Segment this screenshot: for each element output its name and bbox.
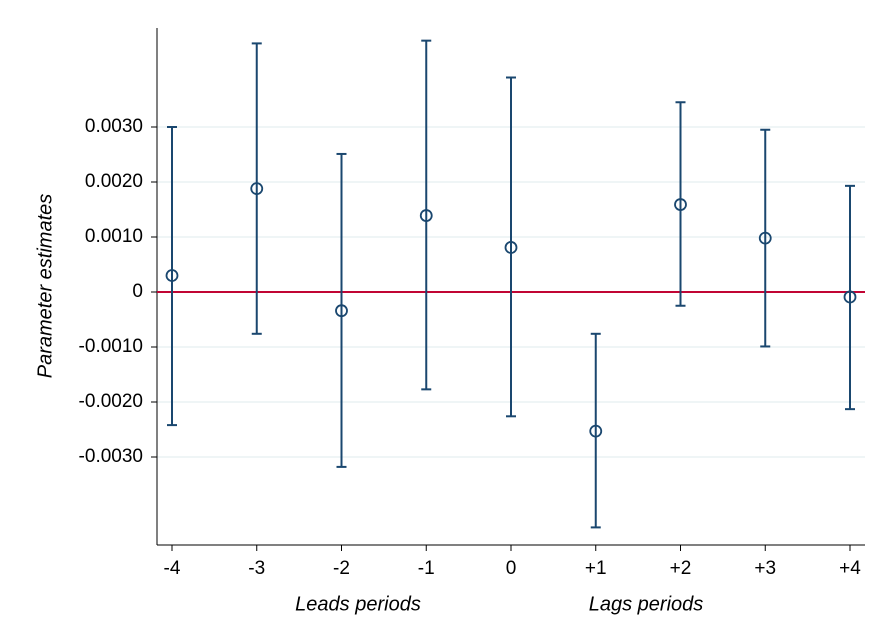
x-tick-label: +4 [839, 558, 861, 579]
y-tick-label: 0 [132, 281, 143, 302]
point [335, 304, 348, 318]
point [250, 182, 264, 196]
x-tick-label: -3 [248, 558, 265, 579]
point [758, 231, 772, 245]
point [504, 241, 518, 254]
x-tick-label: 0 [506, 558, 517, 579]
x-tick-label: +3 [754, 558, 776, 579]
x-tick-label: -1 [418, 558, 435, 579]
y-tick-label: 0.0010 [85, 226, 143, 247]
y-tick-label: 0.0020 [85, 171, 143, 192]
x-tick-label: -4 [164, 558, 181, 579]
point [589, 424, 603, 438]
y-tick-label: -0.0020 [79, 391, 143, 412]
y-tick-label: -0.0030 [79, 446, 143, 467]
point [419, 209, 433, 222]
point [843, 290, 857, 304]
point [165, 269, 179, 282]
y-tick-label: -0.0010 [79, 336, 143, 357]
x-tick-label: +2 [670, 558, 692, 579]
y-axis-label: Parameter estimates [34, 194, 56, 379]
x-tick-label: +1 [585, 558, 607, 579]
y-tick-label: 0.0030 [85, 116, 143, 137]
annotation: Lags periods [589, 593, 704, 615]
point [674, 198, 687, 211]
annotation: Leads periods [295, 593, 421, 615]
x-tick-label: -2 [333, 558, 350, 579]
